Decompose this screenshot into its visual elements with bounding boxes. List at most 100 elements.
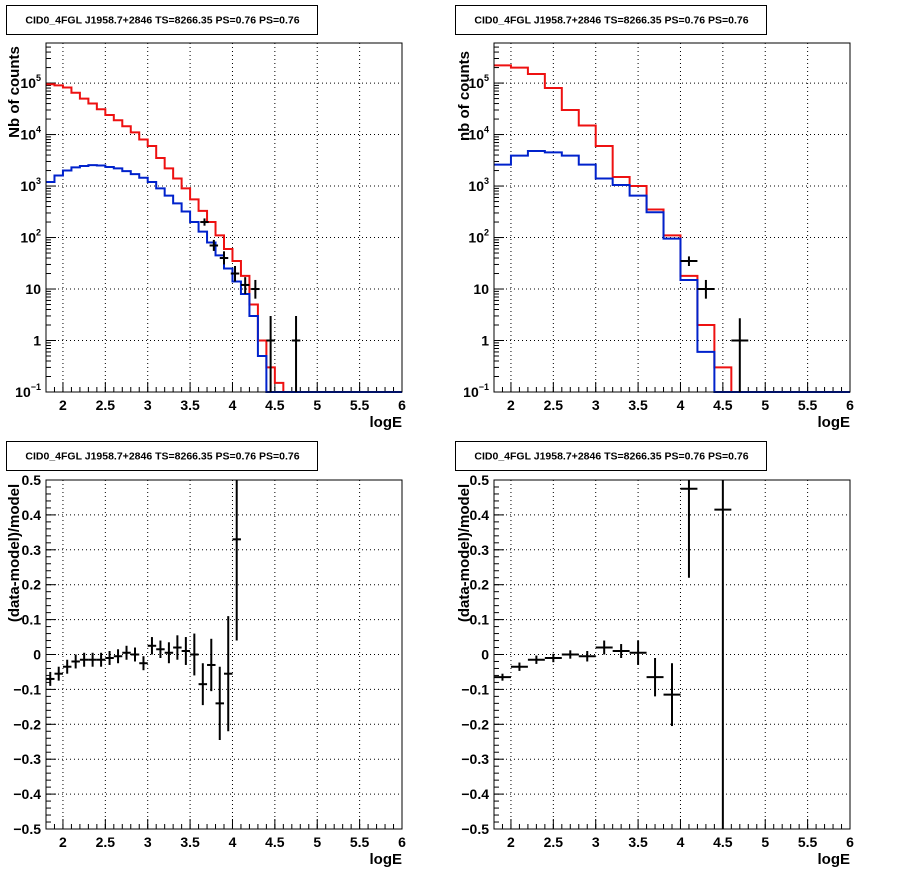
y-tick-label: 10 (473, 281, 489, 297)
y-tick-label: 0.2 (470, 577, 490, 593)
y-tick-label: −0.5 (461, 821, 489, 837)
x-tick-label: 2 (507, 834, 515, 850)
data-point (240, 277, 250, 295)
y-tick-label: 105 (468, 73, 489, 91)
y-axis-title: Nb of counts (6, 46, 23, 138)
data-point (113, 649, 123, 664)
panel-residuals-left: 2 2.5 3 3.5 4 4.5 5 5.5 6 −0.5 −0.4 −0.3 −0.2 −0.1 0 0.… (6, 441, 406, 868)
x-axis-title: logE (370, 414, 403, 431)
plot-frame (493, 479, 851, 830)
title-box (455, 5, 767, 35)
x-tick-label: 2 (507, 397, 515, 413)
x-tick-label: 4 (229, 834, 237, 850)
plot-frame (493, 42, 851, 393)
grid (46, 480, 402, 829)
data-point (181, 637, 191, 665)
y-tick-label: −0.1 (13, 681, 41, 697)
data-point (164, 642, 174, 664)
panel-counts-right: 2 2.5 3 3.5 4 4.5 5 5.5 6 10−1 1 10 102 103 104 105 logE… (455, 5, 854, 431)
y-tick-label: 0.4 (22, 507, 42, 523)
x-tick-label: 3 (144, 397, 152, 413)
panel-residuals-right: 2 2.5 3 3.5 4 4.5 5 5.5 6 −0.5 −0.4 −0.3 −0.2 −0.1 0 0.… (455, 441, 854, 868)
y-tick-label: −0.2 (13, 716, 41, 732)
data-point (680, 480, 698, 578)
y-tick-label: 10 (25, 281, 41, 297)
x-tick-label: 2.5 (544, 397, 564, 413)
y-tick-label: −0.5 (13, 821, 41, 837)
data-point (46, 671, 55, 686)
data-point (291, 315, 301, 392)
data-point (122, 645, 131, 660)
x-tick-label: 5 (761, 397, 769, 413)
data-point (510, 662, 528, 671)
grid (46, 43, 402, 392)
histogram-red-line (494, 64, 850, 393)
tick-marks (45, 42, 403, 393)
y-tick-label: 1 (33, 333, 41, 349)
y-axis-title: nb of counts (456, 51, 473, 141)
x-tick-label: 3.5 (628, 834, 648, 850)
data-point (561, 650, 579, 659)
y-tick-label: 0.5 (470, 472, 490, 488)
y-tick-label: −0.3 (461, 751, 489, 767)
data-point (215, 666, 224, 741)
data-point (156, 640, 165, 658)
plot-title: CID0_4FGL J1958.7+2846 TS=8266.35 PS=0.7… (474, 451, 748, 463)
y-axis-title: (data-model)/model (6, 484, 23, 622)
y-tick-label: 102 (468, 228, 489, 246)
data-point (595, 640, 613, 655)
y-tick-label: 102 (20, 228, 41, 246)
y-tick-label: 0.4 (470, 507, 490, 523)
x-axis-title: logE (818, 851, 851, 868)
x-tick-label: 4.5 (713, 834, 733, 850)
data-point (629, 640, 647, 665)
x-tick-label: 2 (59, 834, 67, 850)
x-tick-label: 2 (59, 397, 67, 413)
data-point (173, 635, 182, 660)
data-point (731, 318, 749, 392)
x-tick-label: 6 (846, 834, 854, 850)
y-tick-label: 0.3 (470, 542, 490, 558)
histogram-red-line (46, 83, 402, 393)
y-tick-label: −0.2 (461, 716, 489, 732)
y-tick-label: 0.5 (22, 472, 42, 488)
data-point (646, 657, 664, 697)
grid (494, 480, 850, 829)
data-point (232, 480, 241, 641)
histogram-blue-line (494, 149, 850, 393)
data-point (224, 616, 233, 732)
plot-title: CID0_4FGL J1958.7+2846 TS=8266.35 PS=0.7… (25, 451, 299, 463)
y-tick-label: 0.3 (22, 542, 42, 558)
title-box (6, 441, 318, 471)
x-tick-label: 2.5 (96, 834, 116, 850)
x-tick-label: 5.5 (798, 834, 818, 850)
y-tick-label: 103 (20, 176, 41, 194)
histogram-blue-line (46, 164, 402, 393)
grid (494, 43, 850, 392)
title-box (455, 441, 767, 471)
data-point (130, 647, 140, 662)
y-tick-label: 103 (468, 176, 489, 194)
y-tick-label: 1 (481, 333, 489, 349)
data-point (612, 644, 630, 658)
data-point (96, 652, 106, 667)
x-tick-label: 6 (398, 834, 406, 850)
x-tick-label: 2.5 (96, 397, 116, 413)
y-tick-label: −0.3 (13, 751, 41, 767)
title-box (6, 5, 318, 35)
y-tick-label: 0.1 (22, 612, 42, 628)
x-tick-label: 3.5 (180, 834, 200, 850)
data-point (230, 265, 240, 282)
plot-frame (45, 42, 403, 393)
x-tick-label: 3.5 (180, 397, 200, 413)
data-points (200, 218, 301, 392)
x-tick-label: 4.5 (713, 397, 733, 413)
data-point (200, 218, 209, 226)
y-tick-label: 10−1 (463, 382, 489, 400)
y-tick-label: 0 (481, 647, 489, 663)
y-tick-label: 0.2 (22, 577, 42, 593)
y-axis-title: (data-model)/model (456, 484, 473, 622)
y-tick-label: 10−1 (15, 382, 41, 400)
data-points (494, 480, 732, 829)
plot-title: CID0_4FGL J1958.7+2846 TS=8266.35 PS=0.7… (25, 15, 299, 27)
